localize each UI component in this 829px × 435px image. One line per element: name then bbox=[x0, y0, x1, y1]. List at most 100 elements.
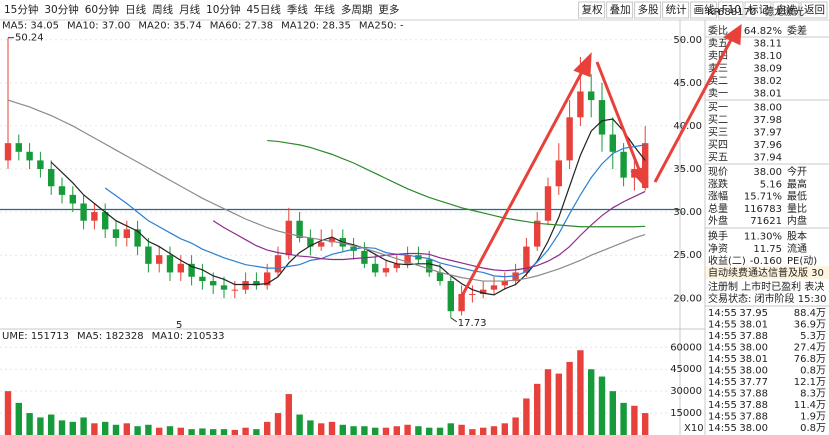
volume-bar bbox=[220, 429, 228, 435]
tool-button[interactable]: 自选 bbox=[776, 3, 797, 16]
volume-bar bbox=[393, 426, 400, 435]
candle-body bbox=[523, 246, 530, 273]
trade-time: 14:55 bbox=[708, 412, 737, 423]
plot bbox=[4, 37, 649, 435]
volume-bar bbox=[69, 421, 76, 435]
period-tab[interactable]: 15分钟 bbox=[4, 3, 38, 16]
stat-label: 今开 bbox=[787, 165, 807, 178]
period-tab[interactable]: 45日线 bbox=[247, 3, 282, 16]
trade-time: 14:55 bbox=[708, 331, 737, 342]
candle-body bbox=[26, 151, 33, 161]
candle-body bbox=[91, 212, 98, 221]
y-tick-label: 45.00 bbox=[673, 78, 702, 89]
tool-button-frame bbox=[718, 1, 744, 19]
candle-body bbox=[393, 263, 400, 269]
y-tick-label: 25.00 bbox=[673, 250, 702, 261]
volume-ma-label: MA10: 210533 bbox=[152, 331, 225, 342]
candle-body bbox=[199, 276, 206, 282]
tool-button[interactable]: 复权 bbox=[582, 3, 603, 16]
arrow-head bbox=[573, 52, 592, 78]
row-value: 64.82% bbox=[744, 26, 782, 37]
tool-button[interactable]: 标记 bbox=[748, 4, 769, 16]
period-tab[interactable]: 60分钟 bbox=[85, 3, 119, 16]
book-price: 38.11 bbox=[753, 39, 782, 50]
period-tab[interactable]: 年线 bbox=[314, 3, 335, 16]
tool-button-frame bbox=[772, 1, 800, 19]
stat-label: 量比 bbox=[787, 203, 807, 215]
trade-volume: 27.4万 bbox=[794, 343, 826, 354]
low-label: 17.73 bbox=[458, 318, 487, 329]
trade-volume: 5.3万 bbox=[800, 331, 826, 342]
promo-link[interactable]: 自动续费通达信普及版 30 bbox=[708, 266, 824, 279]
candle-body bbox=[156, 255, 163, 264]
tool-button[interactable]: 返回 bbox=[804, 4, 825, 16]
book-price: 38.02 bbox=[753, 76, 782, 87]
period-tab[interactable]: 更多 bbox=[378, 3, 399, 16]
period-tab[interactable]: 10分钟 bbox=[206, 3, 240, 16]
y-tick-label: 50.00 bbox=[673, 35, 702, 46]
y-tick-label: 20.00 bbox=[673, 293, 702, 304]
candle-body bbox=[123, 229, 130, 238]
candle-body bbox=[177, 263, 184, 273]
volume-label: UME: 151713 bbox=[2, 331, 69, 342]
volume-bar bbox=[609, 391, 616, 435]
volume-bar bbox=[490, 426, 498, 435]
trade-price: 37.95 bbox=[739, 308, 768, 319]
candle-body bbox=[544, 186, 552, 221]
candle-body bbox=[642, 143, 649, 188]
volume-bar bbox=[134, 426, 141, 435]
period-tab[interactable]: 周线 bbox=[152, 3, 173, 16]
trade-time: 14:55 bbox=[708, 343, 737, 354]
volume-bar bbox=[404, 424, 411, 435]
period-tab[interactable]: 月线 bbox=[179, 3, 200, 16]
trade-volume: 11.4万 bbox=[794, 400, 826, 411]
candle-body bbox=[318, 242, 325, 247]
candle-body bbox=[480, 289, 487, 294]
volume-bar bbox=[436, 427, 444, 435]
volume-bar bbox=[253, 429, 260, 435]
y-tick-label: 35.00 bbox=[673, 164, 702, 175]
trade-time: 14:55 bbox=[708, 400, 737, 411]
tool-button[interactable]: 叠加 bbox=[610, 4, 631, 16]
book-label: 卖五 bbox=[708, 38, 728, 50]
candle-body bbox=[188, 263, 195, 277]
y-tick-label: 30.00 bbox=[673, 207, 702, 218]
period-tab[interactable]: 日线 bbox=[125, 3, 146, 16]
tool-button[interactable]: F10 bbox=[722, 4, 741, 16]
candle-body bbox=[58, 186, 66, 195]
tool-button[interactable]: 多股 bbox=[638, 3, 659, 16]
volume-bar bbox=[426, 427, 433, 435]
book-label: 买一 bbox=[708, 102, 728, 114]
candle-body bbox=[598, 100, 606, 135]
stat-value: 15.71% bbox=[744, 192, 782, 203]
event-marker: 5 bbox=[176, 320, 182, 331]
stat-label: 涨幅 bbox=[708, 190, 728, 203]
ma-line bbox=[7, 99, 646, 282]
stat-label: 最低 bbox=[787, 190, 807, 203]
tool-button[interactable]: 画线 bbox=[694, 3, 715, 16]
volume-bar bbox=[156, 427, 163, 435]
badge: KR bbox=[707, 7, 721, 18]
period-tab[interactable]: 30分钟 bbox=[44, 3, 78, 16]
ma-line bbox=[50, 118, 646, 296]
trade-time: 14:55 bbox=[708, 320, 737, 331]
period-tab[interactable]: 季线 bbox=[287, 3, 308, 16]
volume-unit: X10 bbox=[684, 423, 704, 434]
trade-volume: 0.8万 bbox=[800, 423, 826, 434]
period-tab[interactable]: 多周期 bbox=[341, 3, 373, 16]
candle-body bbox=[490, 285, 498, 290]
candle-body bbox=[264, 272, 271, 286]
volume-bar bbox=[555, 373, 562, 435]
ma-line bbox=[267, 139, 646, 228]
candle-body bbox=[274, 255, 282, 273]
stat-label: 最高 bbox=[787, 177, 807, 190]
arrow-head bbox=[723, 23, 742, 46]
tool-button[interactable]: 统计 bbox=[666, 3, 687, 16]
candle-body bbox=[458, 293, 465, 312]
volume-bar bbox=[588, 369, 595, 435]
tool-button-frame bbox=[662, 1, 690, 19]
candle-body bbox=[609, 134, 616, 152]
volume-bar bbox=[577, 350, 584, 435]
